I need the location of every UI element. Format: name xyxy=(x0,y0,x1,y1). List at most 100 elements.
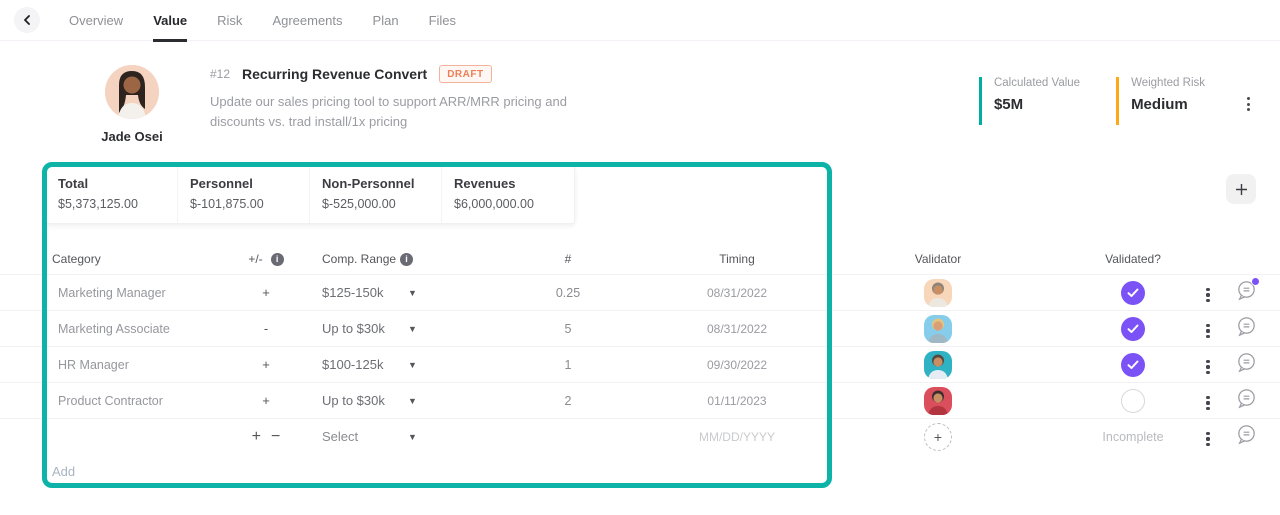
incomplete-status: Incomplete xyxy=(1102,429,1164,444)
comp-range-select[interactable]: $125-150k ▼ xyxy=(322,285,417,300)
category-cell: Marketing Manager xyxy=(58,285,166,300)
table-header-row: Category +/- i Comp. Range i # Timing Vali… xyxy=(0,244,1280,274)
item-description: Update our sales pricing tool to support… xyxy=(210,94,567,130)
count-cell: 2 xyxy=(564,393,572,408)
validated-toggle[interactable] xyxy=(1121,352,1145,377)
col-header-count: # xyxy=(564,252,572,266)
summary-label: Total xyxy=(58,176,89,191)
col-header-validator: Validator xyxy=(914,252,962,266)
info-icon[interactable]: i xyxy=(270,252,284,266)
table-row: Marketing Associate - Up to $30k ▼ 5 08/3… xyxy=(0,310,1280,346)
check-icon xyxy=(1127,288,1139,297)
row-kebab-menu[interactable] xyxy=(1201,427,1214,452)
comment-button[interactable] xyxy=(1235,423,1258,446)
table-row: Marketing Manager + $125-150k ▼ 0.25 08/3… xyxy=(0,274,1280,310)
increase-button[interactable]: + xyxy=(251,427,261,445)
row-kebab-menu[interactable] xyxy=(1201,283,1214,308)
new-entry-row: + − Select ▼ MM/DD/YYYY + Incomplete xyxy=(0,418,1280,454)
comp-range-select[interactable]: Up to $30k ▼ xyxy=(322,393,417,408)
comp-range-select-empty[interactable]: Select ▼ xyxy=(322,429,417,444)
comment-icon xyxy=(1237,424,1255,444)
back-button[interactable] xyxy=(14,7,40,33)
validated-toggle[interactable] xyxy=(1121,388,1145,413)
validated-toggle[interactable] xyxy=(1121,280,1145,305)
summary-card-personnel: Personnel $-101,875.00 xyxy=(178,167,310,223)
category-cell: Marketing Associate xyxy=(58,321,170,336)
comment-icon xyxy=(1237,280,1255,300)
comment-button[interactable] xyxy=(1235,387,1258,410)
summary-label: Personnel xyxy=(190,176,253,191)
tab-bar: Overview Value Risk Agreements Plan File… xyxy=(54,0,471,42)
validator-avatar[interactable] xyxy=(924,350,952,379)
summary-label: Non-Personnel xyxy=(322,176,415,191)
summary-value: $5,373,125.00 xyxy=(58,197,138,211)
comment-button[interactable] xyxy=(1235,351,1258,374)
chevron-down-icon[interactable]: ▼ xyxy=(408,287,417,298)
validator-avatar[interactable] xyxy=(924,314,952,343)
validator-avatar[interactable] xyxy=(924,386,952,415)
tab-files[interactable]: Files xyxy=(428,12,457,28)
calculated-value-metric: Calculated Value $5M xyxy=(978,77,1080,125)
tab-risk[interactable]: Risk xyxy=(217,12,243,28)
chevron-down-icon[interactable]: ▼ xyxy=(408,431,417,442)
owner-block: Jade Osei xyxy=(92,65,172,144)
line-items-table: Category +/- i Comp. Range i # Timing Vali… xyxy=(0,244,1280,481)
sign-cell: + xyxy=(262,393,270,408)
metric-value: Medium xyxy=(1131,96,1188,113)
comment-icon xyxy=(1237,316,1255,336)
top-nav: Overview Value Risk Agreements Plan File… xyxy=(0,0,1280,42)
plus-icon xyxy=(1235,183,1247,195)
table-row: Product Contractor + Up to $30k ▼ 2 01/11… xyxy=(0,382,1280,418)
tab-agreements[interactable]: Agreements xyxy=(272,12,343,28)
timing-cell: 09/30/2022 xyxy=(706,357,768,372)
summary-strip: Total $5,373,125.00 Personnel $-101,875.… xyxy=(45,166,575,224)
chevron-down-icon[interactable]: ▼ xyxy=(408,323,417,334)
date-input[interactable]: MM/DD/YYYY xyxy=(698,429,775,444)
timing-cell: 01/11/2023 xyxy=(707,393,767,408)
comment-button[interactable] xyxy=(1235,276,1260,302)
weighted-risk-metric: Weighted Risk Medium xyxy=(1116,77,1205,125)
person-photo-icon xyxy=(105,65,159,119)
row-kebab-menu[interactable] xyxy=(1201,355,1214,380)
chevron-down-icon[interactable]: ▼ xyxy=(408,359,417,370)
count-cell: 0.25 xyxy=(555,285,581,300)
sign-cell: - xyxy=(263,321,269,336)
chevron-left-icon xyxy=(24,15,30,25)
decrease-button[interactable]: − xyxy=(271,427,281,445)
owner-avatar[interactable] xyxy=(105,65,159,119)
sign-cell: + xyxy=(262,285,270,300)
col-header-validated: Validated? xyxy=(1105,252,1161,266)
validator-avatar[interactable] xyxy=(924,278,952,307)
comp-range-select[interactable]: Up to $30k ▼ xyxy=(322,321,417,336)
info-icon[interactable]: i xyxy=(400,252,414,266)
comment-icon xyxy=(1237,352,1255,372)
owner-name: Jade Osei xyxy=(101,129,163,144)
row-kebab-menu[interactable] xyxy=(1201,319,1214,344)
count-cell: 1 xyxy=(564,357,572,372)
comment-icon xyxy=(1237,388,1255,408)
comment-button[interactable] xyxy=(1235,315,1258,338)
chevron-down-icon[interactable]: ▼ xyxy=(408,395,417,406)
summary-card-total: Total $5,373,125.00 xyxy=(46,167,178,223)
tab-plan[interactable]: Plan xyxy=(372,12,399,28)
count-cell: 5 xyxy=(564,321,572,336)
item-id: #12 xyxy=(210,67,231,81)
tab-value[interactable]: Value xyxy=(138,0,202,42)
title-block: #12 Recurring Revenue Convert DRAFT Upda… xyxy=(210,65,570,144)
add-row-link[interactable]: Add xyxy=(52,464,76,479)
comp-range-select[interactable]: $100-125k ▼ xyxy=(322,357,417,372)
validated-toggle[interactable] xyxy=(1121,316,1145,341)
row-kebab-menu[interactable] xyxy=(1201,391,1214,416)
metric-label: Weighted Risk xyxy=(1131,77,1205,89)
header-kebab-menu[interactable] xyxy=(1241,91,1256,117)
check-icon xyxy=(1127,324,1139,333)
add-validator-button[interactable]: + xyxy=(924,422,952,451)
status-badge: DRAFT xyxy=(439,65,492,83)
metric-value: $5M xyxy=(993,96,1024,113)
sign-cell: + xyxy=(262,357,270,372)
summary-card-revenues: Revenues $6,000,000.00 xyxy=(442,167,574,223)
tab-overview[interactable]: Overview xyxy=(69,12,124,28)
item-title: Recurring Revenue Convert xyxy=(242,66,428,82)
category-cell: Product Contractor xyxy=(58,393,163,408)
add-line-item-button[interactable] xyxy=(1226,174,1256,204)
